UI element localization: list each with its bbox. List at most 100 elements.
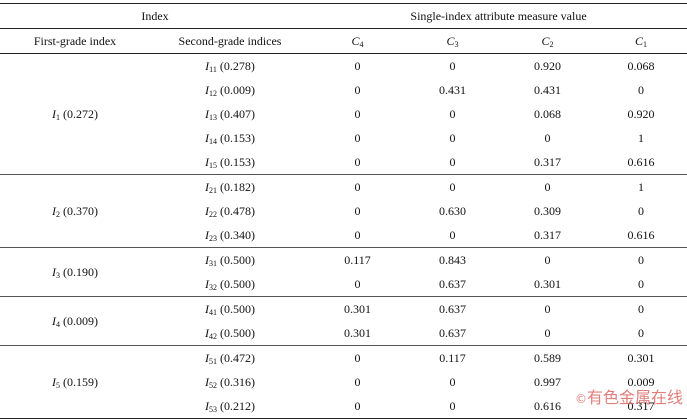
measure-value-cell: 0.431 [439,82,467,97]
measure-value-cell: 0 [354,82,361,97]
measure-value-cell: 0.317 [534,154,562,169]
first-grade-index-cell: I2 (0.370) [0,174,150,248]
first-grade-index-cell: I3 (0.190) [0,247,150,297]
second-grade-index-cell: I41 (0.500) [205,301,255,317]
measure-value-cell: 0 [354,203,361,218]
measure-value-cell: 0.117 [344,252,371,267]
table-row: I13 (0.407) 0 0 0.068 0.920 [0,102,687,126]
measure-value-cell: 0.431 [534,82,562,97]
watermark: ©有色金属在线 [575,384,683,408]
measure-value-cell: 0.301 [344,325,372,340]
measure-value-cell: 0.317 [627,398,655,413]
measure-value-cell: 0.630 [439,203,467,218]
second-grade-index-cell: I11 (0.278) [205,58,255,74]
measure-value-cell: 0.117 [439,350,466,365]
measure-value-cell: 0.843 [439,252,467,267]
measure-value-cell: 0 [544,252,551,267]
measure-value-cell: 0.589 [534,350,562,365]
first-grade-index-cell: I5 (0.159) [0,345,150,419]
measure-value-cell: 0 [449,227,456,242]
measure-value-cell: 0.616 [534,398,562,413]
measure-value-cell: 0.637 [439,325,467,340]
measure-value-cell: 1 [638,130,645,145]
index-header: Index [0,3,311,29]
measure-value-cell: 0 [544,179,551,194]
second-grade-index-cell: I14 (0.153) [205,130,255,146]
measure-value-cell: 0.616 [627,227,655,242]
table-row: I5 (0.159) I51 (0.472) 0 0.117 0.589 0.301 [0,345,687,419]
second-grade-index-cell: I22 (0.478) [205,203,255,219]
measure-value-cell: 0.997 [534,374,562,389]
second-grade-index-cell: I51 (0.472) [205,350,255,366]
col-header-c3: C3 [446,33,459,49]
measure-value-cell: 0.309 [534,203,562,218]
measure-value-cell: 0.301 [344,301,372,316]
measure-value-cell: 0 [354,227,361,242]
table-row: I2 (0.370) I21 (0.182) 0 0 0 1 [0,174,687,248]
table-row: I1 (0.272) I11 (0.278) 0 0 0.920 0.068 [0,53,687,175]
table-row: I4 (0.009) I41 (0.500) 0.301 0.637 0 0 [0,296,687,346]
table-row: I14 (0.153) 0 0 0 1 [0,126,687,150]
measure-value-cell: 0 [638,301,645,316]
second-grade-header: Second-grade indices [178,33,282,48]
measure-value-cell: 0 [449,106,456,121]
table-row: I15 (0.153) 0 0 0.317 0.616 [0,150,687,175]
measure-value-cell: 0 [354,130,361,145]
second-grade-index-cell: I53 (0.212) [205,398,255,414]
second-grade-index-cell: I31 (0.500) [205,252,255,268]
second-grade-index-cell: I13 (0.407) [205,106,255,122]
measure-value-cell: 0 [354,58,361,73]
measure-value-cell: 0.301 [627,350,655,365]
table-row: I3 (0.190) I31 (0.500) 0.117 0.843 0 0 [0,247,687,297]
second-grade-index-cell: I15 (0.153) [205,154,255,170]
col-header-c2: C2 [541,33,554,49]
measure-value-cell: 0 [449,154,456,169]
measure-value-cell: 0 [354,350,361,365]
measure-value-cell: 0 [449,374,456,389]
measure-value-cell: 1 [638,179,645,194]
measure-value-cell: 0.920 [627,106,655,121]
col-header-c1: C1 [635,33,648,49]
copyright-mark: © [574,392,587,406]
measure-value-cell: 0 [544,301,551,316]
measure-value-cell: 0 [449,179,456,194]
second-grade-index-cell: I32 (0.500) [205,276,255,292]
first-grade-index-cell: I1 (0.272) [0,53,150,175]
second-grade-index-cell: I52 (0.316) [205,374,255,390]
second-grade-index-cell: I23 (0.340) [205,227,255,243]
table-row: I42 (0.500) 0.301 0.637 0 0 [0,321,687,346]
measure-value-cell: 0.301 [534,276,562,291]
table-row: I32 (0.500) 0 0.637 0.301 0 [0,272,687,297]
table-row: I23 (0.340) 0 0 0.317 0.616 [0,223,687,248]
measure-value-cell: 0.068 [627,58,655,73]
attribute-measure-table: Index Single-index attribute measure val… [0,3,687,419]
table-row: I22 (0.478) 0 0.630 0.309 0 [0,199,687,223]
measure-value-cell: 0.068 [534,106,562,121]
table-row: I52 (0.316) 0 0 0.997 0.009 [0,370,687,394]
measure-value-cell: 0.637 [439,276,467,291]
measure-header: Single-index attribute measure value [310,3,687,29]
measure-value-cell: 0 [354,276,361,291]
measure-value-cell: 0.317 [534,227,562,242]
measure-value-cell: 0.920 [534,58,562,73]
watermark-text: 有色金属在线 [586,388,683,407]
measure-value-cell: 0 [354,154,361,169]
table-row: I12 (0.009) 0 0.431 0.431 0 [0,78,687,102]
measure-value-cell: 0 [638,252,645,267]
first-grade-header: First-grade index [33,33,117,48]
measure-value-cell: 0 [449,130,456,145]
measure-value-cell: 0 [354,179,361,194]
measure-value-cell: 0 [354,398,361,413]
table-body: I1 (0.272) I11 (0.278) 0 0 0.920 0.068 I12 (0.… [0,53,687,419]
measure-value-cell: 0 [638,203,645,218]
measure-value-cell: 0 [449,58,456,73]
second-grade-index-cell: I42 (0.500) [205,325,255,341]
measure-value-cell: 0.009 [627,374,655,389]
measure-value-cell: 0.616 [627,154,655,169]
measure-value-cell: 0 [354,374,361,389]
measure-value-cell: 0 [638,276,645,291]
measure-value-cell: 0.637 [439,301,467,316]
second-grade-index-cell: I12 (0.009) [205,82,255,98]
col-header-c4: C4 [351,33,364,49]
measure-value-cell: 0 [544,325,551,340]
